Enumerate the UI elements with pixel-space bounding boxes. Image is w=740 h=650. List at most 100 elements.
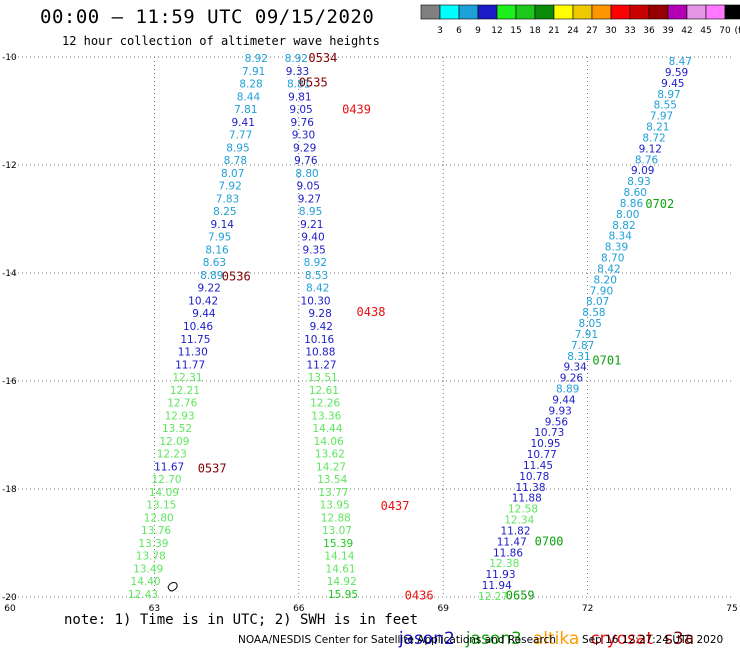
chart-subtitle: 12 hour collection of altimeter wave hei… (62, 34, 380, 48)
swh-label-s3a: 9.41 (232, 117, 255, 129)
swh-label-jason2: 15.39 (323, 538, 353, 550)
swh-label-jason2: 9.05 (297, 181, 320, 193)
swh-label-jason3: 8.72 (642, 132, 665, 144)
swh-label-jason3: 11.93 (485, 569, 515, 581)
swh-label-jason3: 8.86 (620, 198, 644, 210)
swh-label-s3a: 13.76 (141, 525, 171, 537)
pass-time-label: 0535 (299, 75, 328, 89)
swh-label-jason3: 7.91 (575, 329, 598, 341)
swh-label-s3a: 8.16 (205, 244, 229, 256)
swh-label-jason2: 9.81 (288, 91, 311, 103)
swh-label-s3a: 8.92 (245, 53, 268, 65)
swh-label-jason3: 12.58 (508, 504, 538, 516)
swh-label-jason3: 8.60 (624, 187, 647, 199)
swh-label-jason2: 14.06 (314, 436, 344, 448)
swh-label-jason2: 10.16 (304, 334, 334, 346)
swh-label-jason2: 10.30 (301, 295, 331, 307)
swh-label-jason2: 9.21 (300, 219, 323, 231)
island-outline (167, 582, 178, 592)
swh-label-jason3: 9.56 (545, 416, 569, 428)
x-tick-label: 69 (437, 604, 449, 612)
swh-label-jason2: 9.33 (286, 66, 309, 78)
swh-label-jason2: 9.29 (293, 142, 316, 154)
swh-label-s3a: 8.89 (200, 270, 223, 282)
swh-label-s3a: 11.75 (180, 334, 210, 346)
y-tick-label: -14 (2, 269, 17, 279)
swh-label-s3a: 8.07 (221, 168, 244, 180)
swh-label-jason3: 11.47 (497, 536, 527, 548)
swh-label-jason3: 8.07 (586, 296, 609, 308)
swh-label-jason3: 11.82 (500, 525, 530, 537)
swh-label-jason3: 10.95 (531, 438, 561, 450)
swh-label-jason3: 9.44 (552, 394, 576, 406)
swh-label-jason2: 9.42 (310, 321, 333, 333)
swh-label-s3a: 9.44 (192, 308, 216, 320)
swh-label-jason2: 9.76 (291, 117, 315, 129)
swh-label-jason3: 9.09 (631, 165, 654, 177)
swh-label-jason2: 12.88 (321, 512, 351, 524)
x-tick-label: 63 (149, 604, 160, 612)
y-tick-label: -12 (2, 161, 17, 171)
swh-label-jason2: 8.92 (304, 257, 327, 269)
swh-label-jason2: 9.30 (292, 130, 315, 142)
pass-time-label: 0437 (381, 499, 410, 513)
swh-label-jason2: 9.05 (289, 104, 312, 116)
swh-label-jason3: 11.86 (493, 547, 523, 559)
swh-label-jason2: 14.44 (312, 423, 342, 435)
pass-time-label: 0439 (342, 102, 371, 116)
swh-label-jason3: 8.89 (556, 384, 579, 396)
swh-label-jason3: 9.12 (639, 143, 662, 155)
swh-label-jason2: 9.40 (301, 232, 324, 244)
credit-line: NOAA/NESDIS Center for Satellite Applica… (238, 634, 556, 646)
swh-label-jason3: 8.39 (605, 242, 628, 254)
swh-label-s3a: 8.28 (239, 79, 262, 91)
swh-label-s3a: 12.21 (170, 385, 200, 397)
swh-label-jason3: 12.27 (478, 591, 508, 603)
legend-cryosat: cryosat (590, 629, 654, 649)
legend-jason3: jason3 (465, 629, 522, 649)
swh-label-jason2: 14.61 (326, 563, 356, 575)
swh-label-s3a: 7.92 (218, 181, 241, 193)
x-tick-label: 60 (4, 604, 16, 612)
y-tick-label: -16 (2, 377, 17, 387)
swh-label-s3a: 12.93 (165, 410, 195, 422)
pass-time-label: 0534 (308, 51, 337, 65)
pass-time-label: 0537 (198, 461, 227, 475)
swh-label-jason2: 12.61 (309, 385, 339, 397)
swh-label-s3a: 9.22 (197, 283, 220, 295)
swh-label-jason2: 12.26 (310, 398, 340, 410)
swh-label-jason3: 10.78 (519, 471, 549, 483)
swh-label-jason2: 9.35 (302, 244, 325, 256)
swh-label-jason2: 13.54 (317, 474, 347, 486)
swh-label-s3a: 13.15 (146, 500, 176, 512)
swh-label-s3a: 12.23 (157, 449, 187, 461)
swh-label-jason3: 8.05 (578, 318, 601, 330)
swh-label-s3a: 12.09 (159, 436, 189, 448)
swh-label-jason3: 7.87 (571, 340, 594, 352)
swh-label-jason2: 8.81 (287, 79, 310, 91)
swh-label-s3a: 13.52 (162, 423, 192, 435)
swh-label-jason2: 11.27 (307, 359, 337, 371)
swh-label-jason2: 13.36 (311, 410, 341, 422)
swh-label-jason3: 12.38 (489, 558, 519, 570)
wave-height-plot: 60 63 66 69 72 75-10-12-14-16-18-208.927.918.… (2, 51, 738, 612)
swh-label-jason2: 14.27 (316, 461, 346, 473)
swh-label-s3a: 8.44 (237, 91, 261, 103)
legend-s3a: s3a (664, 629, 695, 649)
swh-label-jason2: 8.53 (305, 270, 328, 282)
swh-label-jason2: 10.88 (305, 347, 335, 359)
swh-label-jason2: 9.76 (294, 155, 318, 167)
swh-label-s3a: 13.39 (138, 538, 168, 550)
swh-label-jason3: 7.97 (650, 111, 673, 123)
swh-label-jason2: 14.92 (327, 576, 357, 588)
swh-label-jason3: 9.34 (563, 362, 587, 374)
swh-label-jason3: 11.88 (512, 493, 542, 505)
swh-label-jason2: 13.51 (308, 372, 338, 384)
swh-label-jason3: 8.31 (567, 351, 590, 363)
swh-label-s3a: 8.63 (203, 257, 226, 269)
y-tick-label: -18 (2, 485, 17, 495)
swh-label-jason2: 9.27 (298, 193, 321, 205)
swh-label-jason3: 10.77 (527, 449, 557, 461)
swh-label-s3a: 8.95 (226, 142, 249, 154)
x-tick-label: 72 (582, 604, 593, 612)
